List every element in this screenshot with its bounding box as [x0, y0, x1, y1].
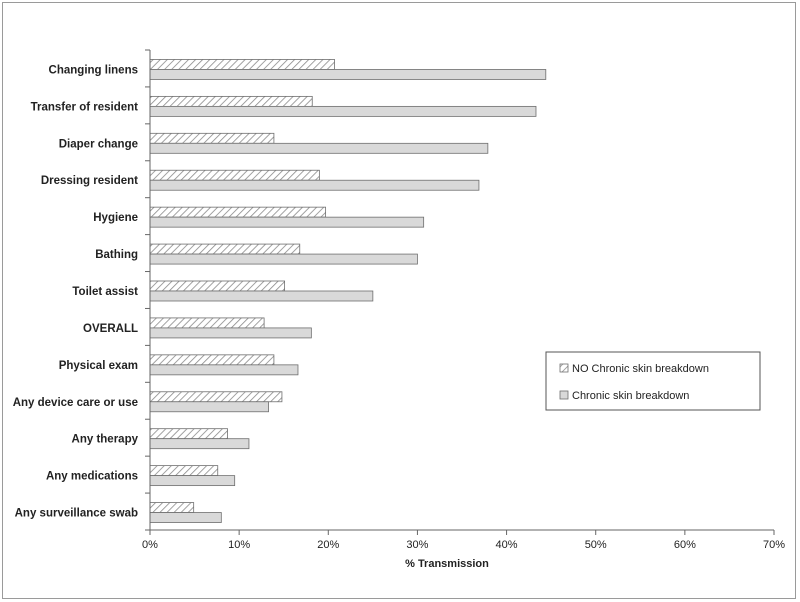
bar-chronic-6 [149, 290, 374, 302]
bar-chronic-1 [149, 105, 537, 117]
bar-no-chronic-9 [149, 391, 283, 403]
bar-no-chronic-1 [149, 95, 313, 107]
bar-chronic-7 [149, 327, 312, 339]
category-label: OVERALL [83, 323, 138, 335]
x-tick-label: 10% [228, 539, 250, 551]
bar-no-chronic-0 [149, 59, 335, 70]
category-label: Hygiene [93, 212, 138, 224]
x-axis-title: % Transmission [405, 558, 489, 570]
bar-chronic-8 [149, 364, 299, 376]
category-label: Any therapy [72, 434, 139, 446]
bar-no-chronic-7 [149, 317, 265, 329]
legend-label-0: NO Chronic skin breakdown [572, 363, 709, 375]
x-tick-labels: 0% 10% 20% 30% 40% 50% 60% 70% [142, 539, 785, 551]
x-tick-label: 40% [496, 539, 518, 551]
legend-swatch-0 [559, 363, 569, 373]
category-label: Toilet assist [72, 286, 138, 298]
category-label: Bathing [95, 249, 138, 261]
category-label: Any device care or use [13, 397, 138, 409]
category-labels: Changing linens Transfer of resident Diape… [13, 64, 139, 519]
x-tick-label: 60% [674, 539, 696, 551]
category-label: Diaper change [59, 138, 138, 150]
category-label: Physical exam [59, 360, 138, 372]
category-label: Any surveillance swab [15, 508, 138, 520]
bar-no-chronic-11 [149, 465, 219, 477]
bar-no-chronic-4 [149, 206, 327, 218]
bar-chronic-12 [149, 512, 222, 523]
legend: NO Chronic skin breakdown Chronic skin br… [545, 351, 761, 411]
x-tick-label: 70% [763, 539, 785, 551]
bar-chronic-2 [149, 142, 489, 154]
x-tick-label: 20% [317, 539, 339, 551]
bars-group [149, 59, 547, 523]
bar-no-chronic-3 [149, 169, 320, 181]
bar-chronic-3 [149, 179, 480, 191]
bar-no-chronic-5 [149, 243, 301, 255]
legend-box [545, 351, 761, 411]
category-label: Changing linens [49, 64, 138, 76]
bar-chronic-0 [149, 69, 547, 80]
category-label: Transfer of resident [31, 101, 139, 113]
x-tick-label: 50% [585, 539, 607, 551]
bar-no-chronic-10 [149, 428, 228, 440]
bar-chronic-10 [149, 438, 250, 450]
bar-chronic-9 [149, 401, 269, 413]
category-label: Dressing resident [41, 175, 138, 187]
x-tick-label: 30% [406, 539, 428, 551]
axes-group [145, 49, 775, 535]
bar-chronic-4 [149, 216, 425, 228]
bar-chronic-11 [149, 475, 236, 487]
x-tick-label: 0% [142, 539, 158, 551]
category-label: Any medications [46, 471, 138, 483]
bar-no-chronic-8 [149, 354, 275, 366]
bar-no-chronic-2 [149, 132, 275, 144]
legend-swatch-1 [559, 390, 569, 400]
legend-label-1: Chronic skin breakdown [572, 390, 689, 402]
bar-no-chronic-12 [149, 502, 195, 513]
bar-no-chronic-6 [149, 280, 286, 292]
bar-chronic-5 [149, 253, 418, 265]
